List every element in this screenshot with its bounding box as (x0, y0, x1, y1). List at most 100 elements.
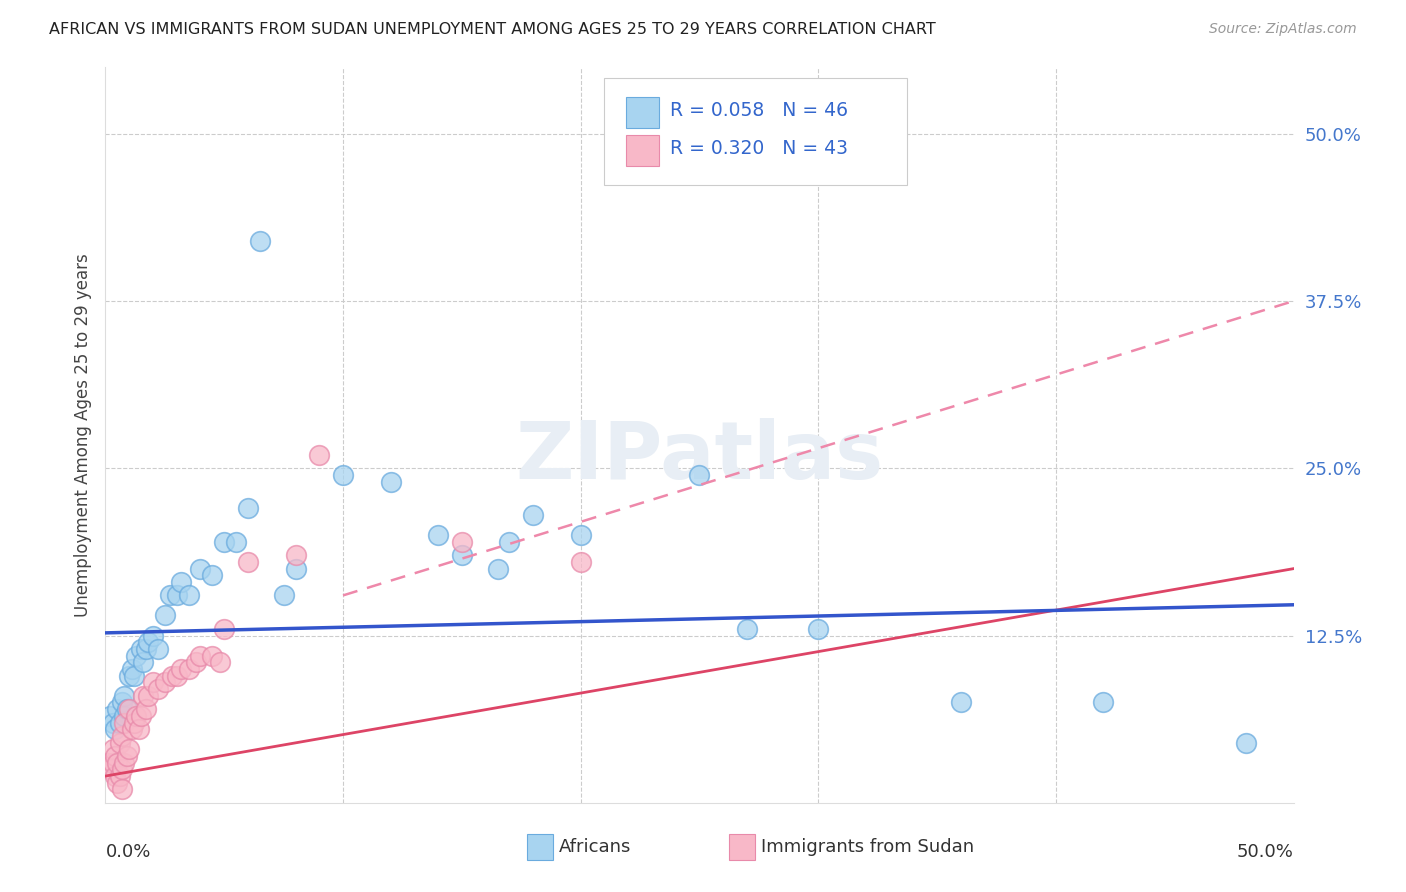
Point (114, 715, 136, 730)
Point (949, 696, 972, 710)
Point (136, 635, 159, 649)
Point (125, 708, 148, 723)
Point (166, 589, 188, 603)
Point (184, 655, 207, 669)
Point (284, 548, 307, 563)
Point (108, 769, 131, 783)
Point (104, 723, 127, 737)
Point (114, 708, 136, 723)
Point (170, 574, 193, 589)
Point (498, 534, 520, 549)
Text: R = 0.058   N = 46: R = 0.058 N = 46 (669, 101, 848, 120)
Point (104, 749, 127, 764)
Point (129, 642, 152, 657)
Point (225, 534, 247, 549)
Point (332, 467, 354, 482)
Point (132, 689, 155, 703)
Bar (730, 834, 755, 860)
Point (108, 735, 131, 749)
Point (118, 669, 141, 683)
Point (115, 702, 138, 716)
Point (486, 562, 509, 576)
Point (177, 589, 200, 603)
Point (129, 708, 152, 723)
Point (201, 568, 224, 582)
Point (214, 534, 236, 549)
Point (1092, 696, 1115, 710)
Point (101, 715, 124, 730)
Point (170, 662, 193, 676)
Point (214, 622, 236, 636)
Point (159, 589, 181, 603)
Point (166, 669, 188, 683)
Point (135, 702, 157, 716)
Point (142, 675, 165, 690)
Point (111, 729, 134, 743)
Point (118, 702, 141, 716)
Point (105, 756, 128, 770)
Text: AFRICAN VS IMMIGRANTS FROM SUDAN UNEMPLOYMENT AMONG AGES 25 TO 29 YEARS CORRELAT: AFRICAN VS IMMIGRANTS FROM SUDAN UNEMPLO… (49, 22, 936, 37)
Point (569, 528, 592, 542)
Point (807, 622, 830, 636)
Point (135, 642, 157, 657)
Text: Immigrants from Sudan: Immigrants from Sudan (761, 838, 974, 856)
Point (1234, 735, 1257, 749)
Y-axis label: Unemployment Among Ages 25 to 29 years: Unemployment Among Ages 25 to 29 years (73, 253, 91, 616)
Point (111, 762, 134, 776)
Point (101, 756, 124, 770)
Bar (527, 834, 554, 860)
Point (132, 655, 155, 669)
Point (284, 562, 307, 576)
Point (190, 648, 212, 663)
Point (136, 689, 159, 703)
Point (146, 681, 169, 696)
Point (142, 628, 165, 642)
Point (118, 742, 141, 756)
Point (111, 782, 134, 797)
Text: 0.0%: 0.0% (105, 843, 150, 862)
Point (689, 467, 711, 482)
Bar (626, 136, 659, 166)
Point (160, 669, 183, 683)
Point (111, 696, 134, 710)
Point (121, 723, 143, 737)
Point (122, 669, 145, 683)
Point (114, 689, 136, 703)
Point (98, 762, 121, 776)
Point (105, 702, 128, 716)
Point (308, 448, 330, 462)
Point (114, 756, 136, 770)
Point (122, 715, 145, 730)
Point (146, 642, 169, 657)
Point (208, 655, 231, 669)
Point (125, 648, 148, 663)
Point (105, 776, 128, 790)
Text: Source: ZipAtlas.com: Source: ZipAtlas.com (1209, 22, 1357, 37)
Point (249, 234, 271, 248)
Text: ZIPatlas: ZIPatlas (516, 418, 883, 496)
FancyBboxPatch shape (605, 78, 907, 185)
Point (380, 475, 402, 489)
Point (522, 508, 544, 522)
Point (735, 622, 758, 636)
Point (121, 662, 143, 676)
Point (236, 501, 259, 516)
Point (153, 675, 176, 690)
Point (104, 769, 127, 783)
Point (108, 715, 131, 730)
Point (236, 555, 259, 569)
Text: R = 0.320   N = 43: R = 0.320 N = 43 (669, 139, 848, 158)
Point (569, 555, 592, 569)
Text: 50.0%: 50.0% (1237, 843, 1294, 862)
Point (450, 548, 472, 563)
Point (97, 756, 120, 770)
Point (273, 589, 295, 603)
Point (101, 742, 124, 756)
Point (177, 662, 200, 676)
Bar (626, 97, 659, 128)
Text: Africans: Africans (560, 838, 631, 856)
Point (115, 749, 138, 764)
Point (201, 648, 224, 663)
Point (128, 723, 150, 737)
Point (190, 562, 212, 576)
